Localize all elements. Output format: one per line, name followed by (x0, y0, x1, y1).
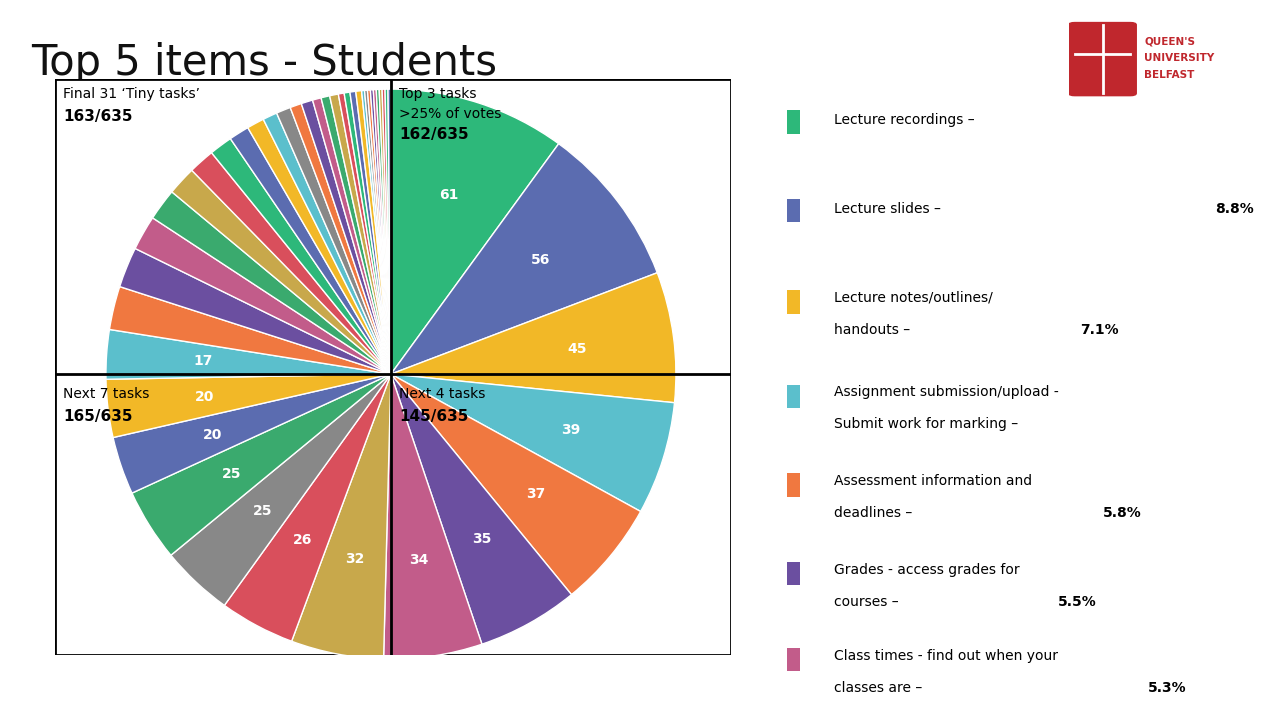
Text: Next 7 tasks: Next 7 tasks (63, 387, 150, 401)
Wedge shape (390, 273, 676, 402)
Text: Assignment submission/upload -: Assignment submission/upload - (835, 385, 1059, 399)
Text: 35: 35 (472, 531, 492, 546)
Wedge shape (120, 248, 390, 374)
Wedge shape (385, 89, 390, 374)
Wedge shape (330, 94, 390, 374)
Text: 32: 32 (346, 552, 365, 566)
Text: 26: 26 (293, 533, 312, 547)
Text: Grades - access grades for: Grades - access grades for (835, 562, 1020, 577)
Wedge shape (384, 374, 483, 659)
Text: 37: 37 (526, 487, 545, 501)
Text: Top 5 items - Students: Top 5 items - Students (31, 42, 497, 84)
Text: 8.8%: 8.8% (1215, 202, 1254, 216)
Bar (787, 562, 800, 585)
Wedge shape (376, 89, 390, 374)
Wedge shape (192, 153, 390, 374)
Text: 20: 20 (195, 390, 214, 404)
Text: Lecture slides –: Lecture slides – (835, 202, 945, 216)
Wedge shape (338, 93, 390, 374)
Wedge shape (172, 374, 390, 606)
Wedge shape (312, 98, 390, 374)
Text: classes are –: classes are – (835, 680, 927, 695)
Text: 5.5%: 5.5% (1059, 595, 1097, 609)
Text: Lecture recordings –: Lecture recordings – (835, 113, 979, 127)
Wedge shape (390, 374, 571, 644)
Wedge shape (370, 90, 390, 374)
Wedge shape (230, 127, 390, 374)
Text: 162/635: 162/635 (399, 127, 468, 143)
Text: 163/635: 163/635 (63, 109, 133, 124)
Bar (787, 648, 800, 671)
FancyBboxPatch shape (1069, 22, 1137, 96)
Wedge shape (152, 192, 390, 374)
Text: Top 3 tasks: Top 3 tasks (399, 87, 476, 102)
Text: 56: 56 (531, 253, 550, 267)
Bar (787, 110, 800, 133)
Bar (787, 384, 800, 408)
Wedge shape (367, 90, 390, 374)
Wedge shape (211, 139, 390, 374)
Text: 25: 25 (252, 504, 273, 518)
Wedge shape (276, 107, 390, 374)
Text: 5.3%: 5.3% (1148, 680, 1187, 695)
Text: Assessment information and: Assessment information and (835, 474, 1032, 488)
Wedge shape (292, 374, 390, 659)
Wedge shape (379, 89, 390, 374)
Text: 145/635: 145/635 (399, 409, 468, 424)
Text: Lecture notes/outlines/: Lecture notes/outlines/ (835, 291, 993, 305)
Bar (787, 290, 800, 314)
Wedge shape (365, 90, 390, 374)
Wedge shape (390, 89, 558, 374)
Wedge shape (264, 113, 390, 374)
Text: 61: 61 (439, 188, 458, 202)
Text: 25: 25 (221, 467, 242, 481)
Wedge shape (172, 170, 390, 374)
Wedge shape (344, 92, 390, 374)
Wedge shape (224, 374, 390, 642)
Bar (787, 473, 800, 497)
Wedge shape (113, 374, 390, 493)
Wedge shape (291, 104, 390, 374)
Text: courses –: courses – (835, 595, 902, 609)
Text: 5.8%: 5.8% (1103, 506, 1142, 520)
Text: >25% of votes: >25% of votes (399, 107, 502, 121)
Text: 20: 20 (204, 428, 223, 441)
Text: UNIVERSITY: UNIVERSITY (1144, 53, 1215, 63)
Wedge shape (248, 120, 390, 374)
Wedge shape (390, 374, 640, 595)
Wedge shape (136, 218, 390, 374)
Text: 7.1%: 7.1% (1080, 323, 1119, 337)
Wedge shape (110, 287, 390, 374)
Text: handouts –: handouts – (835, 323, 914, 337)
Bar (787, 199, 800, 222)
Wedge shape (132, 374, 390, 555)
Text: Submit work for marking –: Submit work for marking – (835, 418, 1023, 431)
Text: BELFAST: BELFAST (1144, 71, 1194, 81)
Wedge shape (106, 330, 390, 379)
Text: QUEEN'S: QUEEN'S (1144, 36, 1196, 46)
Text: 39: 39 (561, 423, 580, 437)
Text: Final 31 ‘Tiny tasks’: Final 31 ‘Tiny tasks’ (63, 87, 200, 102)
Wedge shape (301, 100, 390, 374)
Wedge shape (383, 89, 390, 374)
Wedge shape (388, 89, 390, 374)
Text: 34: 34 (410, 553, 429, 567)
Text: 165/635: 165/635 (63, 409, 133, 424)
Wedge shape (390, 374, 675, 511)
Text: 45: 45 (567, 343, 588, 356)
Wedge shape (321, 96, 390, 374)
Wedge shape (349, 91, 390, 374)
Text: deadlines –: deadlines – (835, 506, 916, 520)
Text: Class times - find out when your: Class times - find out when your (835, 649, 1059, 662)
Text: Next 4 tasks: Next 4 tasks (399, 387, 485, 401)
Wedge shape (356, 91, 390, 374)
Wedge shape (374, 89, 390, 374)
Text: 17: 17 (193, 354, 212, 368)
Wedge shape (106, 374, 390, 438)
Wedge shape (361, 90, 390, 374)
Wedge shape (390, 144, 658, 374)
